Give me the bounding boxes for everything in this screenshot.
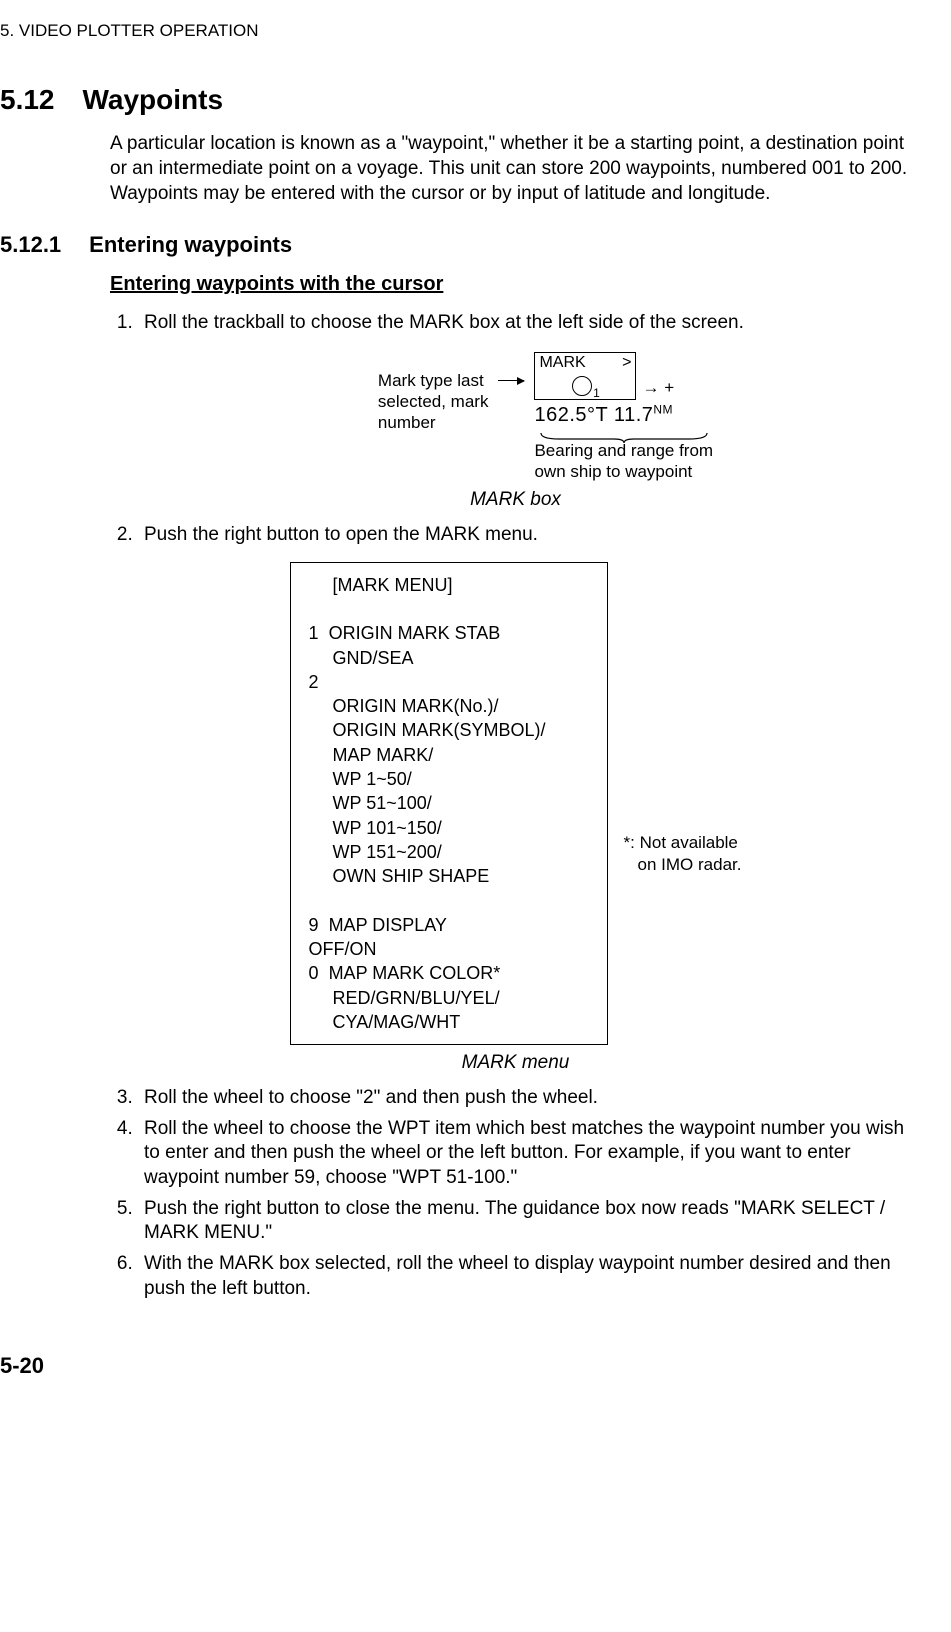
menu-item: WP 51~100/ xyxy=(309,791,589,815)
mark-number: 1 xyxy=(593,386,600,402)
menu-item-num: 9 xyxy=(309,915,319,935)
menu-item: MAP DISPLAY xyxy=(329,915,447,935)
menu-item-num: 2 xyxy=(309,670,589,694)
label-line: Mark type last xyxy=(378,371,484,390)
section-number: 5.12 xyxy=(0,82,55,118)
circle-icon xyxy=(572,376,592,396)
steps-list: Push the right button to open the MARK m… xyxy=(110,523,921,548)
menu-item: CYA/MAG/WHT xyxy=(309,1010,589,1034)
menu-item: WP 151~200/ xyxy=(309,840,589,864)
note-line: on IMO radar. xyxy=(624,854,742,876)
menu-item-num: 0 xyxy=(309,963,319,983)
step-1: Roll the trackball to choose the MARK bo… xyxy=(138,311,921,336)
subsection-name: Entering waypoints xyxy=(89,231,292,260)
leader-line xyxy=(498,380,524,381)
page-number: 5-20 xyxy=(0,1352,931,1381)
figure-caption-markmenu: MARK menu xyxy=(110,1051,921,1076)
intro-paragraph: A particular location is known as a "way… xyxy=(110,132,921,206)
mark-menu-figure: [MARK MENU] 1 ORIGIN MARK STAB GND/SEA 2… xyxy=(110,562,921,1046)
menu-sidenote: *: Not available on IMO radar. xyxy=(624,832,742,876)
step-3: Roll the wheel to choose "2" and then pu… xyxy=(138,1086,921,1111)
mark-type-label: Mark type last selected, mark number xyxy=(378,352,489,434)
cursor-entry-heading: Entering waypoints with the cursor xyxy=(110,271,921,297)
brace-label: Bearing and range from own ship to waypo… xyxy=(534,440,713,483)
nm-unit: NM xyxy=(653,402,673,416)
mark-menu-box: [MARK MENU] 1 ORIGIN MARK STAB GND/SEA 2… xyxy=(290,562,608,1046)
brace-icon xyxy=(539,426,709,438)
brace-line: Bearing and range from xyxy=(534,441,713,460)
steps-list: Roll the wheel to choose "2" and then pu… xyxy=(110,1086,921,1302)
bearing-text: 162.5°T 11.7 xyxy=(534,404,653,426)
mark-box: MARK > 1 xyxy=(534,352,636,400)
steps-list: Roll the trackball to choose the MARK bo… xyxy=(110,311,921,336)
figure-caption-markbox: MARK box xyxy=(110,488,921,513)
menu-item: WP 101~150/ xyxy=(309,816,589,840)
menu-item: ORIGIN MARK(SYMBOL)/ xyxy=(309,718,589,742)
menu-item: OFF/ON xyxy=(309,937,589,961)
menu-item: WP 1~50/ xyxy=(309,767,589,791)
menu-item: RED/GRN/BLU/YEL/ xyxy=(309,986,589,1010)
chapter-header: 5. VIDEO PLOTTER OPERATION xyxy=(0,20,931,42)
menu-item: OWN SHIP SHAPE xyxy=(309,864,589,888)
step-2: Push the right button to open the MARK m… xyxy=(138,523,921,548)
menu-title: [MARK MENU] xyxy=(309,573,589,597)
menu-item: MAP MARK/ xyxy=(309,743,589,767)
menu-item: GND/SEA xyxy=(309,646,589,670)
step-5: Push the right button to close the menu.… xyxy=(138,1197,921,1246)
mark-label: MARK xyxy=(539,353,585,374)
label-line: selected, mark xyxy=(378,392,489,411)
mark-gt: > xyxy=(622,353,631,374)
section-title: 5.12 Waypoints xyxy=(0,82,931,118)
note-line: *: Not available xyxy=(624,833,738,852)
subsection-number: 5.12.1 xyxy=(0,231,61,260)
mark-box-diagram: Mark type last selected, mark number MAR… xyxy=(110,352,921,483)
section-name: Waypoints xyxy=(83,82,224,118)
menu-item-num: 1 xyxy=(309,623,319,643)
label-line: number xyxy=(378,413,436,432)
brace-line: own ship to waypoint xyxy=(534,462,692,481)
menu-item: MAP MARK COLOR* xyxy=(329,963,501,983)
bearing-range: 162.5°T 11.7NM xyxy=(534,402,673,428)
arrow-plus: → + xyxy=(642,353,674,399)
step-4: Roll the wheel to choose the WPT item wh… xyxy=(138,1117,921,1191)
subsection-title: 5.12.1 Entering waypoints xyxy=(0,231,931,260)
menu-item: ORIGIN MARK STAB xyxy=(329,623,501,643)
menu-item: ORIGIN MARK(No.)/ xyxy=(309,694,589,718)
step-6: With the MARK box selected, roll the whe… xyxy=(138,1252,921,1301)
